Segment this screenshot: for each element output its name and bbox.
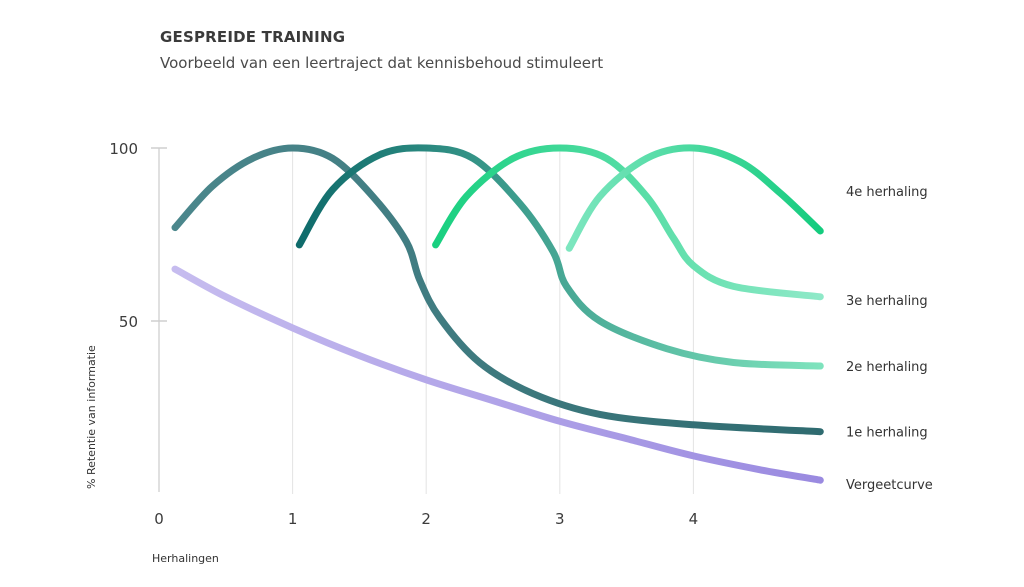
x-tick-label-3: 3 <box>555 510 565 528</box>
series-label-4: 3e herhaling <box>846 294 928 309</box>
axes: 50 100 0 1 2 3 4 <box>109 140 698 528</box>
x-axis-label: Herhalingen <box>152 552 219 565</box>
series-lines <box>171 144 824 484</box>
series-line-4 <box>432 144 824 301</box>
series-label-1: Vergeetcurve <box>846 478 933 493</box>
series-line-3 <box>295 144 824 370</box>
x-tick-label-0: 0 <box>154 510 164 528</box>
series-labels: Vergeetcurve 1e herhaling 2e herhaling 3e h… <box>846 185 933 493</box>
x-tick-label-4: 4 <box>689 510 699 528</box>
grid-lines <box>292 148 694 494</box>
series-label-3: 2e herhaling <box>846 360 928 375</box>
series-line-5 <box>565 144 824 252</box>
chart-title: GESPREIDE TRAINING <box>160 28 346 46</box>
series-line-2 <box>171 144 824 436</box>
chart-subtitle: Voorbeeld van een leertraject dat kennis… <box>160 54 604 72</box>
y-axis-label: % Retentie van informatie <box>85 345 98 489</box>
series-label-5: 4e herhaling <box>846 185 928 200</box>
series-label-2: 1e herhaling <box>846 426 928 441</box>
x-tick-label-2: 2 <box>421 510 431 528</box>
y-tick-label-50: 50 <box>119 313 138 331</box>
series-line-1 <box>171 265 824 484</box>
x-tick-label-1: 1 <box>288 510 298 528</box>
y-tick-label-100: 100 <box>109 140 138 158</box>
